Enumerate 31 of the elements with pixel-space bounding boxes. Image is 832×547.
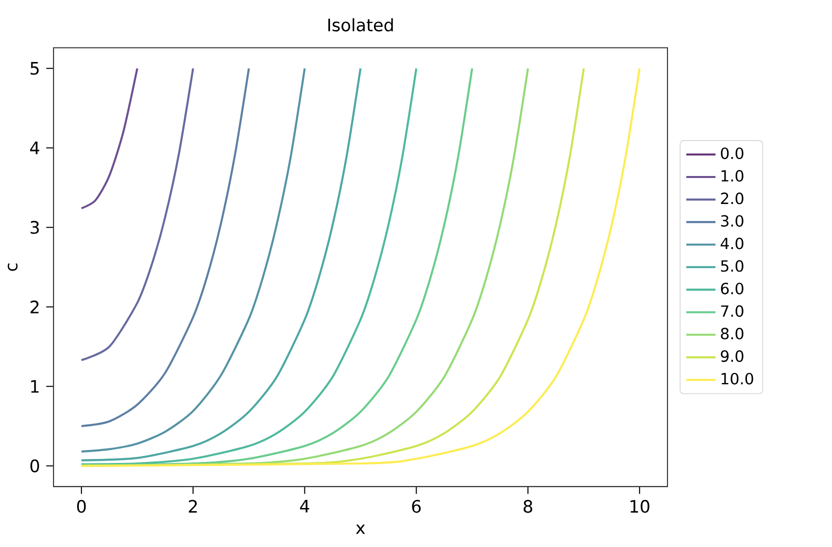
x-tick-label: 0	[77, 500, 86, 513]
x-tick-label: 4	[300, 500, 310, 512]
line-series	[80, 67, 194, 362]
y-axis-title: c	[8, 263, 18, 271]
line-series	[80, 67, 138, 210]
line-series	[80, 67, 250, 427]
y-tick-label: 2	[30, 300, 38, 314]
chart-title: Isolated	[328, 18, 393, 32]
legend-label: 10.0	[722, 372, 754, 384]
y-tick-label: 3	[30, 220, 39, 234]
y-tick-label: 5	[30, 62, 39, 75]
y-tick-label: 1	[31, 380, 39, 392]
x-axis-title: x	[356, 524, 366, 534]
legend-label: 1.0	[722, 170, 744, 182]
y-tick-label: 4	[30, 141, 40, 154]
legend-label: 4.0	[720, 237, 744, 250]
legend-label: 5.0	[721, 260, 744, 272]
y-tick-label: 0	[30, 459, 40, 472]
legend-label: 0.0	[720, 147, 744, 159]
legend-label: 7.0	[721, 305, 744, 317]
x-tick-label: 8	[524, 500, 532, 513]
legend-label: 3.0	[721, 214, 744, 227]
legend-label: 6.0	[720, 282, 744, 294]
legend-label: 9.0	[720, 350, 744, 362]
line-series	[80, 67, 306, 452]
x-tick-label: 6	[412, 500, 421, 513]
x-tick-label: 10	[630, 500, 650, 513]
line-series	[80, 67, 362, 462]
legend-label: 8.0	[720, 328, 744, 340]
legend-label: 2.0	[721, 192, 744, 204]
x-tick-label: 2	[188, 500, 197, 512]
